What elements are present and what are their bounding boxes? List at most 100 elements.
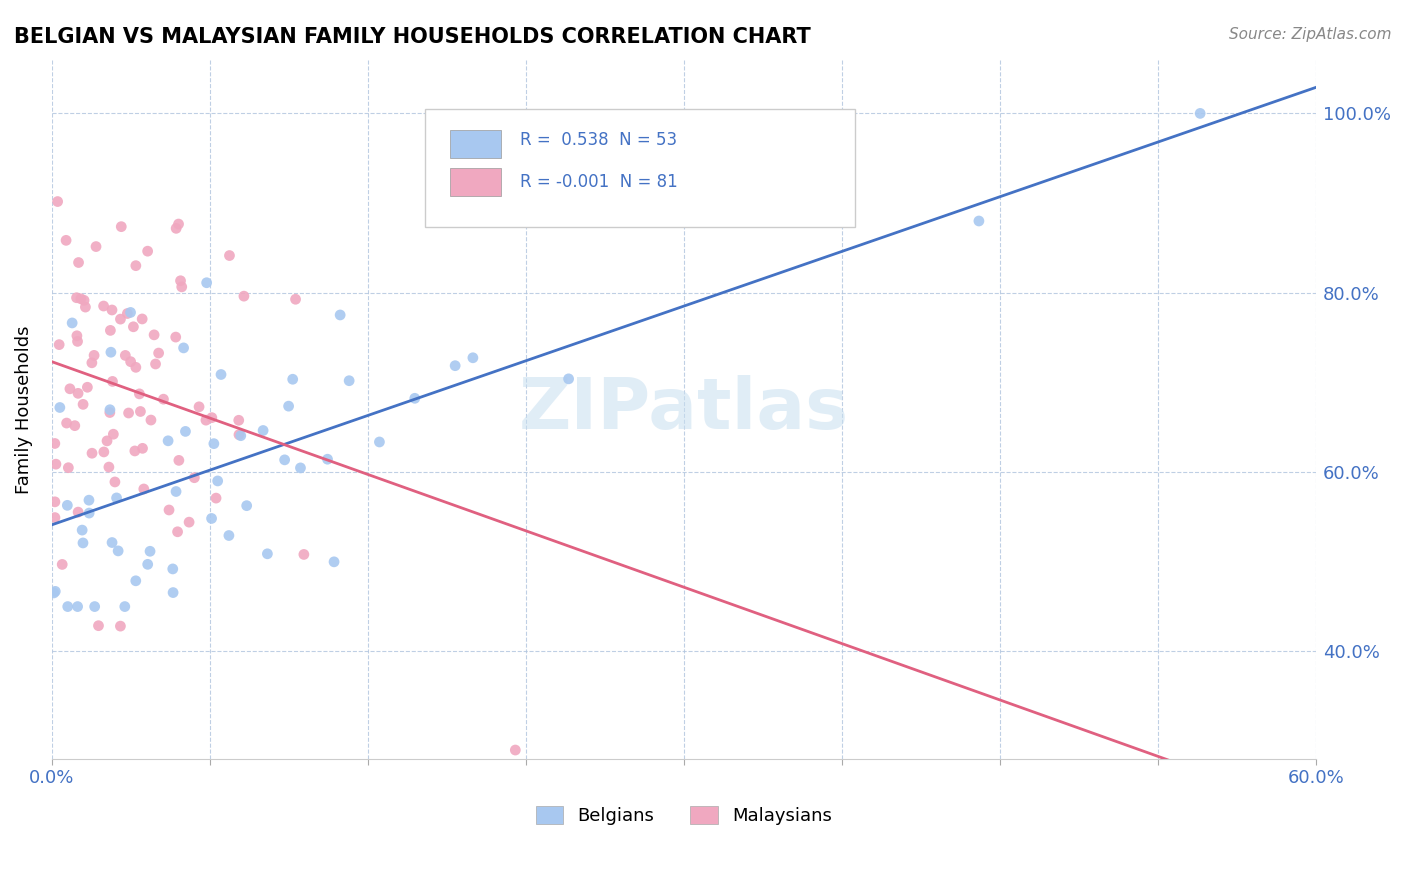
- Point: [136, 244, 159, 259]
- Point: [557, 372, 579, 386]
- Point: [114, 599, 136, 614]
- Point: [80, 446, 103, 460]
- Point: [316, 452, 339, 467]
- Point: [117, 406, 139, 420]
- Point: [125, 259, 148, 273]
- Point: [290, 461, 312, 475]
- Point: [292, 548, 315, 562]
- Point: [70, 523, 93, 537]
- Point: [66, 334, 89, 349]
- Point: [77, 493, 100, 508]
- Point: [131, 442, 153, 456]
- Point: [76, 380, 98, 394]
- Point: [101, 375, 124, 389]
- Point: [66, 599, 89, 614]
- Point: [1189, 106, 1212, 120]
- Point: [252, 424, 274, 438]
- Point: [235, 499, 257, 513]
- Point: [96, 434, 118, 448]
- Point: [44, 510, 66, 524]
- Point: [228, 413, 250, 427]
- Point: [44, 436, 66, 450]
- Point: [93, 299, 115, 313]
- Point: [128, 387, 150, 401]
- Point: [967, 214, 990, 228]
- Point: [67, 255, 90, 269]
- Point: [84, 239, 107, 253]
- Point: [103, 427, 125, 442]
- Point: [143, 327, 166, 342]
- Point: [183, 471, 205, 485]
- Point: [157, 503, 180, 517]
- Point: [45, 457, 67, 471]
- Point: [60, 316, 83, 330]
- Point: [67, 386, 90, 401]
- Point: [232, 289, 254, 303]
- Point: [48, 337, 70, 351]
- Point: [69, 292, 91, 306]
- Point: [72, 397, 94, 411]
- Point: [256, 547, 278, 561]
- Point: [66, 328, 89, 343]
- Point: [101, 303, 124, 318]
- Point: [131, 312, 153, 326]
- Point: [173, 341, 195, 355]
- Point: [209, 368, 232, 382]
- Point: [101, 535, 124, 549]
- Point: [139, 413, 162, 427]
- Point: [44, 495, 66, 509]
- Point: [166, 524, 188, 539]
- Point: [404, 392, 426, 406]
- Text: ZIPatlas: ZIPatlas: [519, 375, 849, 444]
- Point: [46, 194, 69, 209]
- Point: [110, 312, 132, 326]
- Point: [329, 308, 352, 322]
- Point: [368, 434, 391, 449]
- Point: [42, 586, 65, 600]
- Point: [205, 491, 228, 505]
- Point: [165, 330, 187, 344]
- Point: [167, 453, 190, 467]
- Point: [100, 345, 122, 359]
- Point: [110, 219, 132, 234]
- Text: R =  0.538  N = 53: R = 0.538 N = 53: [520, 131, 676, 149]
- Point: [136, 558, 159, 572]
- Point: [207, 474, 229, 488]
- Point: [194, 413, 217, 427]
- Point: [83, 599, 105, 614]
- Point: [100, 323, 122, 337]
- Point: [177, 515, 200, 529]
- Point: [228, 427, 250, 442]
- Point: [195, 276, 218, 290]
- Point: [65, 291, 87, 305]
- Point: [167, 217, 190, 231]
- Point: [188, 400, 211, 414]
- Point: [461, 351, 484, 365]
- FancyBboxPatch shape: [425, 109, 855, 227]
- Point: [59, 382, 82, 396]
- Point: [55, 416, 77, 430]
- Point: [97, 460, 120, 475]
- Point: [51, 558, 73, 572]
- Point: [44, 584, 66, 599]
- Point: [201, 410, 224, 425]
- Point: [174, 425, 197, 439]
- Point: [98, 405, 121, 419]
- Point: [165, 484, 187, 499]
- Point: [165, 221, 187, 235]
- Point: [444, 359, 467, 373]
- Point: [80, 356, 103, 370]
- Point: [73, 293, 96, 308]
- Point: [56, 499, 79, 513]
- Point: [229, 428, 252, 442]
- Point: [132, 482, 155, 496]
- Point: [129, 404, 152, 418]
- Point: [58, 460, 80, 475]
- Point: [120, 354, 142, 368]
- Point: [170, 280, 193, 294]
- Point: [148, 346, 170, 360]
- Point: [152, 392, 174, 407]
- Point: [218, 248, 240, 262]
- Point: [122, 319, 145, 334]
- Text: R = -0.001  N = 81: R = -0.001 N = 81: [520, 173, 678, 191]
